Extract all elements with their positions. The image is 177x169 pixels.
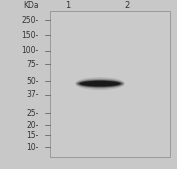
Text: 100-: 100-	[22, 46, 39, 55]
Text: 50-: 50-	[26, 77, 39, 86]
Ellipse shape	[76, 79, 124, 89]
FancyBboxPatch shape	[50, 11, 170, 157]
Text: KDa: KDa	[23, 1, 39, 10]
Text: 1: 1	[65, 1, 70, 10]
Ellipse shape	[80, 81, 120, 87]
Text: 15-: 15-	[27, 131, 39, 140]
Ellipse shape	[78, 80, 122, 87]
Text: 20-: 20-	[27, 120, 39, 130]
Text: 150-: 150-	[22, 31, 39, 40]
Text: 25-: 25-	[27, 109, 39, 118]
Text: 37-: 37-	[26, 90, 39, 99]
Text: 250-: 250-	[22, 16, 39, 25]
Text: 10-: 10-	[27, 142, 39, 152]
Ellipse shape	[75, 77, 125, 90]
Text: 2: 2	[125, 1, 130, 10]
Text: 75-: 75-	[26, 60, 39, 69]
